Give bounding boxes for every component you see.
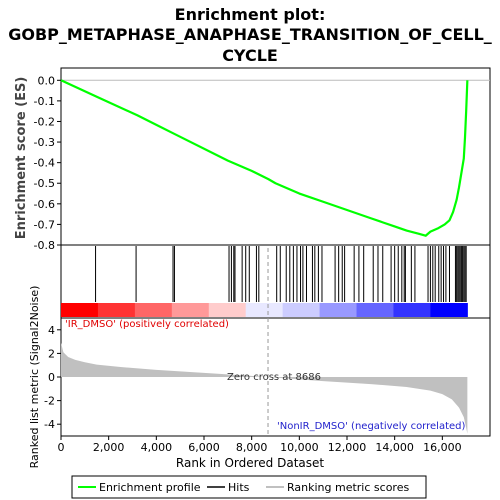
es-ytick-label: -0.3 — [34, 136, 55, 149]
es-ytick-label: -0.7 — [34, 218, 55, 231]
heatmap-segment — [245, 303, 284, 317]
legend-label-ranking-metric: Ranking metric scores — [287, 481, 409, 494]
zero-cross-label: Zero cross at 8686 — [227, 372, 321, 383]
metric-ticks-layer: 4 2 0 -2 -4 — [44, 324, 61, 431]
es-panel-frame — [60, 67, 491, 246]
x-tick-label: 0 — [58, 441, 65, 454]
es-ticks-layer: 0.0 -0.1 -0.2 -0.3 -0.4 -0.5 -0.6 -0.7 -0.8 — [34, 74, 61, 252]
es-ytick-label: -0.6 — [34, 198, 55, 211]
chart-title-line-1: Enrichment plot: — [175, 5, 326, 24]
es-axis-label: Enrichment score (ES) — [14, 77, 29, 240]
metric-axis-label: Ranked list metric (Signal2Noise) — [28, 286, 41, 469]
heatmap-segment — [97, 303, 136, 317]
legend-label-enrichment-profile: Enrichment profile — [99, 481, 201, 494]
heatmap-segment — [171, 303, 210, 317]
es-ytick-label: 0.0 — [38, 74, 56, 87]
legend-box — [71, 475, 427, 499]
x-axis-label: Rank in Ordered Dataset — [176, 456, 324, 470]
heatmap-segment — [134, 303, 173, 317]
metric-ytick-label: -2 — [44, 395, 55, 408]
metric-ytick-label: -4 — [44, 418, 55, 431]
x-tick-label: 2,000 — [93, 441, 125, 454]
es-ytick-label: -0.5 — [34, 177, 55, 190]
metric-ytick-label: 4 — [48, 324, 55, 337]
metric-ytick-label: 2 — [48, 347, 55, 360]
heatmap-segment — [319, 303, 358, 317]
x-tick-label: 16,000 — [423, 441, 462, 454]
legend-label-hits: Hits — [228, 481, 250, 494]
x-tick-label: 10,000 — [280, 441, 319, 454]
x-ticks-layer: 0 2,000 4,000 6,000 8,000 10,000 12,000 14,000 1… — [58, 436, 462, 454]
hits-layer — [95, 246, 467, 302]
chart-title-line-2: GOBP_METAPHASE_ANAPHASE_TRANSITION_OF_CE… — [8, 25, 492, 44]
positive-correlation-label: 'IR_DMSO' (positively correlated) — [65, 319, 229, 330]
heatmap-segment — [208, 303, 247, 317]
x-tick-label: 6,000 — [188, 441, 220, 454]
x-tick-label: 14,000 — [375, 441, 414, 454]
heatmap-segment — [430, 303, 468, 317]
heatmap-segment — [356, 303, 394, 317]
metric-layer — [61, 248, 468, 436]
negative-correlation-label: 'NonIR_DMSO' (negatively correlated) — [277, 421, 465, 432]
x-tick-label: 8,000 — [236, 441, 268, 454]
metric-ytick-label: 0 — [48, 371, 55, 384]
es-ytick-label: -0.2 — [34, 115, 55, 128]
heatmap-segment — [282, 303, 321, 317]
heatmap-bar-layer — [61, 303, 468, 317]
heatmap-segment — [393, 303, 431, 317]
x-tick-label: 4,000 — [141, 441, 173, 454]
enrichment-profile-line — [60, 79, 469, 237]
es-ytick-label: -0.8 — [34, 239, 55, 252]
es-line-layer — [60, 79, 469, 237]
x-tick-label: 12,000 — [328, 441, 367, 454]
heatmap-segment — [61, 303, 99, 317]
es-ytick-label: -0.4 — [34, 157, 55, 170]
es-ytick-label: -0.1 — [34, 95, 55, 108]
chart-title-line-3: CYCLE — [222, 46, 278, 65]
